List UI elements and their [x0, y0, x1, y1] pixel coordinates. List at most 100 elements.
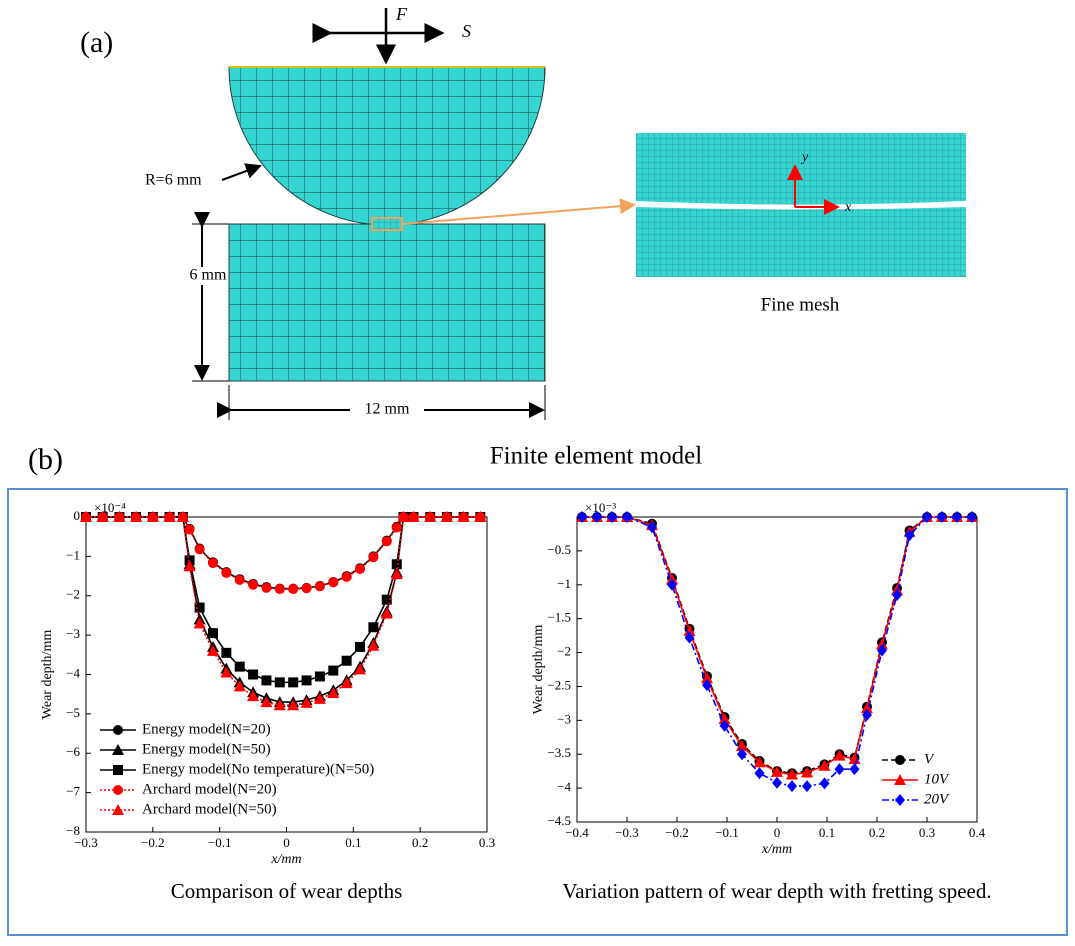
y-tick-label: −2	[66, 587, 80, 602]
legend-label: V	[924, 751, 935, 767]
y-tick-label: −2.5	[547, 677, 571, 692]
marker	[247, 690, 260, 702]
marker	[341, 655, 352, 666]
x-tick-label: 0	[774, 825, 781, 840]
marker	[440, 511, 453, 522]
y-axis-label: y	[800, 150, 809, 165]
marker	[234, 575, 245, 585]
marker	[787, 780, 797, 793]
marker	[702, 679, 712, 692]
y-tick-label: −4	[66, 665, 80, 680]
y-tick-label: −6	[66, 744, 80, 759]
marker	[771, 765, 783, 777]
marker	[341, 571, 352, 582]
y-tick-label: −2	[557, 644, 571, 659]
panel-label: (a)	[80, 26, 113, 59]
marker	[220, 666, 233, 678]
y-tick-label: −5	[66, 705, 80, 720]
marker	[801, 766, 813, 778]
y-tick-label: −4	[557, 779, 571, 794]
zoom-box	[371, 217, 403, 231]
y-tick-label: −4.5	[547, 813, 571, 828]
marker	[457, 511, 470, 522]
legend-label: 10V	[924, 771, 950, 787]
marker	[622, 511, 632, 523]
marker	[261, 582, 272, 593]
x-tick-label: 0.4	[969, 825, 986, 840]
x-tick-label: −0.2	[141, 835, 165, 850]
marker	[802, 780, 812, 793]
marker	[80, 511, 92, 522]
marker	[130, 511, 143, 522]
marker	[833, 749, 846, 761]
marker	[967, 511, 977, 523]
marker	[719, 719, 730, 732]
marker	[194, 544, 205, 555]
marker	[952, 511, 962, 523]
marker	[287, 699, 300, 711]
marker	[221, 647, 232, 658]
marker	[849, 763, 860, 776]
marker	[314, 581, 325, 592]
marker	[390, 568, 403, 580]
marker	[368, 622, 379, 633]
substrate	[228, 223, 546, 382]
marker	[862, 708, 872, 721]
marker	[207, 628, 218, 639]
marker	[592, 511, 602, 523]
marker	[922, 511, 932, 523]
x-tick-label: 0.1	[819, 825, 835, 840]
marker	[183, 560, 196, 572]
marker	[113, 511, 126, 522]
marker	[176, 511, 189, 522]
marker	[248, 579, 259, 590]
marker	[877, 644, 887, 657]
marker	[397, 511, 410, 522]
y-tick-label: −3	[557, 711, 571, 726]
marker	[737, 748, 747, 761]
marker	[701, 672, 713, 684]
marker	[163, 511, 176, 522]
indenter	[228, 66, 546, 226]
marker	[274, 584, 285, 595]
x-tick-label: −0.4	[565, 825, 589, 840]
marker	[607, 511, 617, 523]
x-tick-label: −0.3	[74, 835, 98, 850]
x-axis-label: x	[844, 200, 852, 215]
marker	[772, 776, 782, 789]
marker	[300, 696, 313, 708]
y-axis-label: Wear depth/mm	[531, 625, 546, 715]
y-tick-label: −0.5	[547, 542, 571, 557]
marker	[274, 677, 285, 688]
marker	[314, 671, 325, 682]
legend-label: Energy model(N=20)	[142, 721, 271, 737]
marker	[301, 583, 312, 594]
marker	[892, 588, 902, 601]
marker	[328, 665, 339, 676]
y-tick-label: −1	[557, 576, 571, 591]
marker	[206, 644, 219, 656]
legend-label: Archard model(N=20)	[142, 781, 277, 797]
marker	[876, 638, 888, 650]
marker	[753, 756, 766, 768]
marker	[861, 702, 873, 714]
legend-marker	[112, 744, 124, 755]
width-label: 12 mm	[365, 401, 410, 418]
marker	[96, 511, 109, 522]
marker	[207, 558, 218, 569]
marker	[248, 669, 259, 680]
y-tick-label: −1.5	[547, 610, 571, 625]
marker	[355, 563, 366, 574]
x-tick-label: −0.1	[208, 835, 232, 850]
marker	[234, 661, 245, 672]
x-tick-label: 0.1	[345, 835, 361, 850]
y-exponent: ×10⁻⁴	[94, 500, 126, 515]
marker	[260, 696, 273, 708]
marker	[233, 680, 246, 692]
marker	[391, 522, 402, 533]
y-tick-label: −1	[66, 547, 80, 562]
legend-label: Energy model(N=50)	[142, 741, 271, 757]
marker	[577, 511, 587, 523]
x-tick-label: 0.3	[919, 825, 935, 840]
legend-marker	[113, 725, 123, 735]
